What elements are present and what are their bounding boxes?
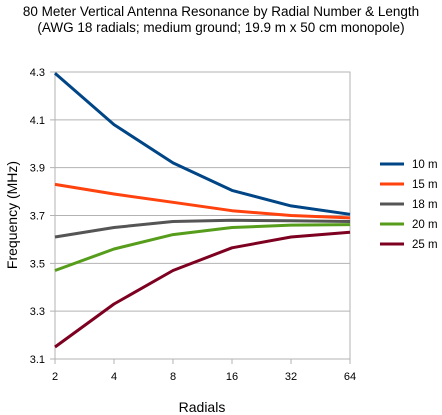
- series-line-15m: [54, 182, 351, 220]
- x-tick-label: 32: [285, 371, 297, 383]
- x-tick-label: 8: [170, 371, 176, 383]
- chart-title: 80 Meter Vertical Antenna Resonance by R…: [23, 4, 419, 19]
- x-tick-label: 16: [226, 371, 238, 383]
- x-axis-title: Radials: [179, 399, 226, 415]
- y-tick-label: 4.3: [30, 67, 45, 79]
- y-tick-label: 3.7: [30, 211, 45, 223]
- y-tick-label: 3.3: [30, 306, 45, 318]
- series-line-10m: [54, 72, 351, 216]
- legend-label: 20 m: [412, 219, 438, 231]
- plot-area: [54, 71, 351, 360]
- legend-label: 10 m: [412, 159, 438, 171]
- series-line-18m: [54, 218, 351, 239]
- x-axis-ticks: 2 4 8 16 32 64: [52, 359, 356, 383]
- y-tick-label: 3.5: [30, 258, 45, 270]
- legend-label: 15 m: [412, 179, 438, 191]
- y-tick-label: 3.1: [30, 354, 45, 366]
- legend-label: 18 m: [412, 199, 438, 211]
- y-axis-title: Frequency (MHz): [4, 161, 20, 269]
- legend: 10 m 15 m 18 m 20 m 25 m: [380, 159, 438, 251]
- series-line-25m: [54, 230, 351, 349]
- y-tick-label: 4.1: [30, 115, 45, 127]
- x-tick-label: 2: [52, 371, 58, 383]
- legend-label: 25 m: [412, 239, 438, 251]
- data-series: [54, 72, 351, 349]
- series-line-20m: [54, 223, 351, 272]
- y-tick-label: 3.9: [30, 163, 45, 175]
- y-axis-ticks: 3.1 3.3 3.5 3.7 3.9 4.1 4.3: [30, 67, 45, 366]
- x-tick-label: 4: [111, 371, 117, 383]
- x-tick-label: 64: [344, 371, 356, 383]
- chart-subtitle: (AWG 18 radials; medium ground; 19.9 m x…: [37, 20, 404, 35]
